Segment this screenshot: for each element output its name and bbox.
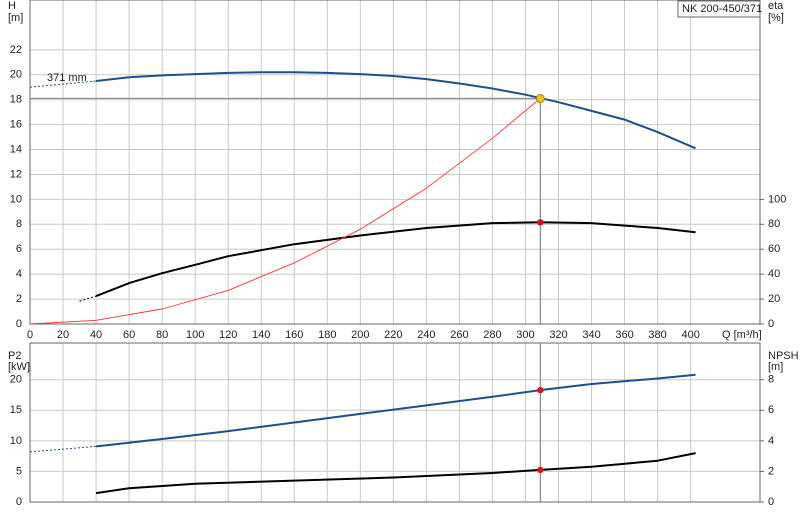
x-tick-label: 220 <box>384 329 402 341</box>
x-tick-label: 20 <box>57 329 69 341</box>
y2-axis-label: NPSH <box>768 350 799 362</box>
curve <box>79 295 97 302</box>
x-axis-label: Q [m³/h] <box>722 329 762 341</box>
y-tick-label: 15 <box>10 404 22 416</box>
x-tick-label: 140 <box>252 329 270 341</box>
x-tick-label: 380 <box>648 329 666 341</box>
x-tick-label: 180 <box>318 329 336 341</box>
duty-point <box>535 93 545 103</box>
x-tick-label: 0 <box>27 329 33 341</box>
x-tick-label: 120 <box>219 329 237 341</box>
curve <box>95 452 696 495</box>
impeller-label: 371 mm <box>47 72 87 84</box>
y2-tick-label: 4 <box>768 435 774 447</box>
y-tick-label: 20 <box>10 374 22 386</box>
x-tick-label: 160 <box>285 329 303 341</box>
y2-tick-label: 0 <box>768 318 774 330</box>
plot-frame <box>29 342 761 503</box>
x-tick-label: 100 <box>186 329 204 341</box>
plot-frame <box>29 0 761 325</box>
curve <box>29 98 541 325</box>
x-tick-label: 60 <box>123 329 135 341</box>
y-tick-label: 14 <box>10 143 22 155</box>
y-tick-label: 6 <box>16 243 22 255</box>
y-axis-unit: [m] <box>8 12 23 24</box>
y2-tick-label: 100 <box>768 193 786 205</box>
y2-axis-unit: [m] <box>768 361 783 373</box>
duty-point <box>537 219 544 226</box>
y2-axis-unit: [%] <box>768 12 784 24</box>
x-tick-label: 260 <box>450 329 468 341</box>
duty-point <box>537 466 544 474</box>
y-tick-label: 10 <box>10 435 22 447</box>
plot-area <box>30 0 760 324</box>
x-tick-label: 340 <box>582 329 600 341</box>
chart-title: NK 200-450/371 <box>682 3 762 15</box>
x-tick-label: 240 <box>417 329 435 341</box>
y-tick-label: 20 <box>10 69 22 81</box>
y-tick-label: 10 <box>10 193 22 205</box>
y-axis-unit: [kW] <box>8 361 30 373</box>
y2-tick-label: 8 <box>768 374 774 386</box>
y2-tick-label: 80 <box>768 218 780 230</box>
curve <box>95 373 696 448</box>
curve <box>29 445 97 453</box>
curve <box>29 80 97 88</box>
y-tick-label: 0 <box>16 318 22 330</box>
y2-tick-label: 2 <box>768 465 774 477</box>
y-axis-label: H <box>8 0 16 12</box>
curve <box>95 71 696 150</box>
y2-tick-label: 40 <box>768 268 780 280</box>
x-tick-label: 400 <box>681 329 699 341</box>
x-tick-label: 360 <box>615 329 633 341</box>
y-tick-label: 18 <box>10 94 22 106</box>
y2-tick-label: 6 <box>768 404 774 416</box>
x-tick-label: 300 <box>516 329 534 341</box>
y-tick-label: 4 <box>16 268 22 280</box>
y2-tick-label: 60 <box>768 243 780 255</box>
x-tick-label: 200 <box>351 329 369 341</box>
curve <box>95 221 696 298</box>
x-tick-label: 320 <box>549 329 567 341</box>
y2-tick-label: 0 <box>768 496 774 508</box>
plot-area <box>30 343 760 502</box>
title-box <box>677 0 761 18</box>
y-axis-label: P2 <box>8 350 21 362</box>
x-tick-label: 80 <box>156 329 168 341</box>
x-tick-label: 40 <box>90 329 102 341</box>
y2-tick-label: 20 <box>768 293 780 305</box>
y-tick-label: 8 <box>16 218 22 230</box>
y-tick-label: 16 <box>10 119 22 131</box>
y-tick-label: 5 <box>16 465 22 477</box>
y-tick-label: 12 <box>10 168 22 180</box>
x-tick-label: 280 <box>483 329 501 341</box>
duty-point <box>537 386 544 394</box>
y-tick-label: 22 <box>10 44 22 56</box>
y2-axis-label: eta <box>768 0 784 12</box>
y-tick-label: 2 <box>16 293 22 305</box>
y-tick-label: 0 <box>16 496 22 508</box>
